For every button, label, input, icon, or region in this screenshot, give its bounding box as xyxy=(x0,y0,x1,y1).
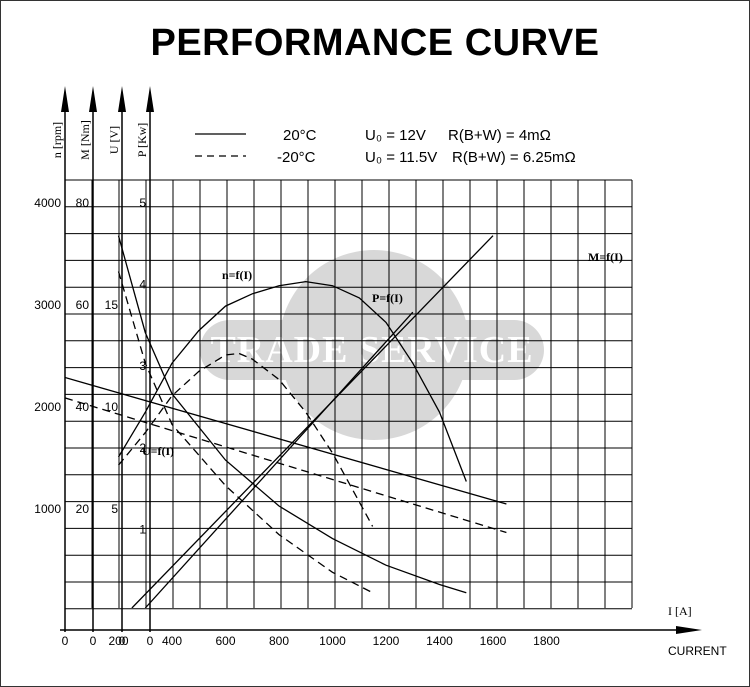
legend-temp: -20°C xyxy=(277,149,316,166)
axis-zero-label: 0 xyxy=(147,634,154,648)
curve-label: n=f(I) xyxy=(222,268,252,282)
legend-resistance: R(B+W) = 4mΩ xyxy=(448,127,551,144)
x-axis-arrow xyxy=(676,626,702,634)
legend-temp: 20°C xyxy=(283,127,317,144)
x-tick-label: 0 xyxy=(62,634,69,648)
x-axis-label: I [A] xyxy=(668,604,692,618)
x-tick-label: 200 xyxy=(108,634,128,648)
y-axis-arrow xyxy=(146,86,154,112)
x-tick-label: 1200 xyxy=(373,634,400,648)
legend-resistance: R(B+W) = 6.25mΩ xyxy=(452,149,576,166)
watermark-text: TRADE SERVICE xyxy=(210,329,533,371)
y-axis-label: P [Kw] xyxy=(135,123,149,158)
y-axis-label: n [rpm] xyxy=(50,122,64,158)
y-tick-label: 1 xyxy=(139,522,146,536)
x-tick-label: 400 xyxy=(162,634,182,648)
y-axis-label: U [V] xyxy=(107,126,121,154)
series-line xyxy=(117,280,467,482)
y-axis-label: M [Nm] xyxy=(78,120,92,160)
x-tick-label: 800 xyxy=(269,634,289,648)
y-tick-label: 80 xyxy=(76,196,90,210)
y-tick-label: 1000 xyxy=(34,502,61,516)
y-tick-label: 60 xyxy=(76,298,90,312)
x-axis-caption: CURRENT xyxy=(668,644,727,658)
y-tick-label: 4 xyxy=(139,278,146,292)
y-tick-label: 3 xyxy=(139,359,146,373)
y-tick-label: 5 xyxy=(111,502,118,516)
y-tick-label: 15 xyxy=(105,298,119,312)
y-axis-arrow xyxy=(118,86,126,112)
watermark-band xyxy=(200,320,544,380)
axis-zero-label: 0 xyxy=(119,634,126,648)
curve-label: P=f(I) xyxy=(372,291,403,305)
page-title: PERFORMANCE CURVE xyxy=(150,22,600,64)
series-line xyxy=(144,311,414,608)
series-line xyxy=(65,397,507,534)
y-tick-label: 3000 xyxy=(34,298,61,312)
x-tick-label: 600 xyxy=(215,634,235,648)
axis-zero-label: 0 xyxy=(90,634,97,648)
legend-voltage: U₀ = 12V xyxy=(365,127,426,144)
x-tick-label: 1400 xyxy=(426,634,453,648)
curve-label: M=f(I) xyxy=(588,250,623,264)
series-line xyxy=(117,235,467,594)
y-axis-arrow xyxy=(89,86,97,112)
series-line xyxy=(117,352,374,527)
legend-voltage: U₀ = 11.5V xyxy=(365,149,437,166)
x-tick-label: 1000 xyxy=(319,634,346,648)
y-tick-label: 2000 xyxy=(34,400,61,414)
y-axis-arrow xyxy=(61,86,69,112)
y-tick-label: 10 xyxy=(105,400,119,414)
y-tick-label: 4000 xyxy=(34,196,61,210)
x-tick-label: 1800 xyxy=(533,634,560,648)
y-tick-label: 40 xyxy=(76,400,90,414)
y-tick-label: 5 xyxy=(139,196,146,210)
series-line xyxy=(65,376,507,505)
x-tick-label: 1600 xyxy=(480,634,507,648)
curve-label: U=f(I) xyxy=(142,444,174,458)
series-line xyxy=(117,271,373,594)
y-tick-label: 2 xyxy=(139,441,146,455)
y-tick-label: 20 xyxy=(76,502,90,516)
series-line xyxy=(131,235,494,608)
